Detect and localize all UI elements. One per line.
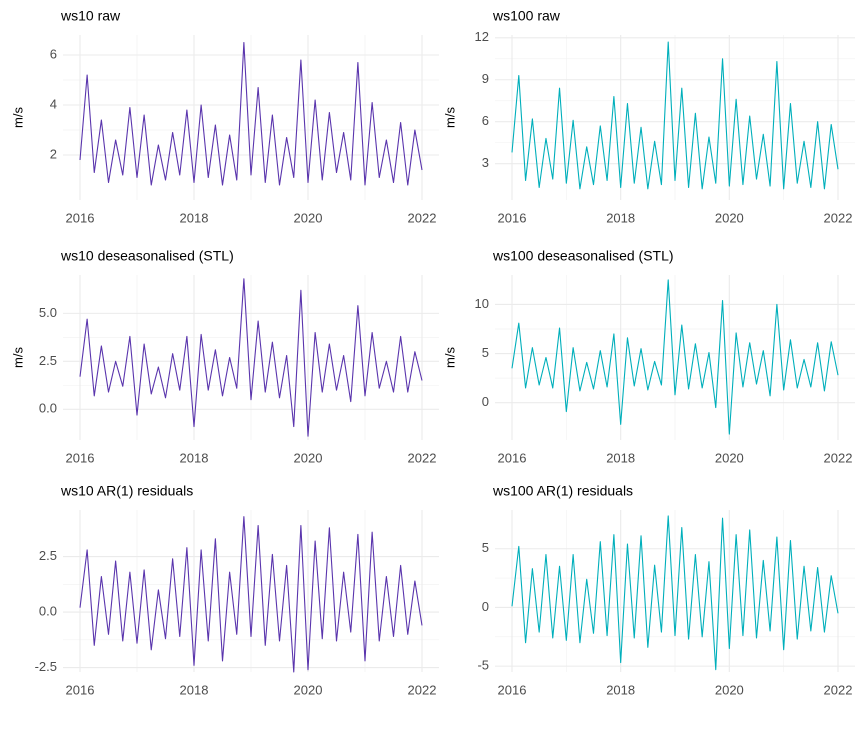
panel: ws100 raw m/s 2016 2018 2020 2022 3 6 9 12 [442,8,855,225]
x-tick-label: 2020 [715,210,744,225]
panel-title: ws10 AR(1) residuals [60,483,193,499]
panel: ws10 deseasonalised (STL) m/s 2016 2018 2020… [10,248,439,465]
x-tick-label: 2022 [824,682,853,697]
y-tick-label: 3 [482,155,489,170]
y-tick-label: -2.5 [35,659,57,674]
panel-title: ws100 raw [492,8,561,24]
y-tick-label: 0 [482,599,489,614]
panel-title: ws100 AR(1) residuals [492,483,633,499]
series-line [511,41,839,190]
x-tick-label: 2020 [294,682,323,697]
x-tick-label: 2018 [180,450,209,465]
series-line [79,516,423,673]
y-tick-label: 6 [482,113,489,128]
y-tick-label: 2.5 [39,353,57,368]
x-tick-label: 2016 [66,450,95,465]
x-tick-label: 2018 [606,682,635,697]
series-line [79,278,423,437]
y-tick-label: 9 [482,71,489,86]
x-tick-label: 2020 [715,450,744,465]
x-tick-label: 2018 [606,450,635,465]
x-tick-label: 2016 [498,210,527,225]
x-tick-label: 2020 [294,210,323,225]
panel-title: ws10 raw [60,8,121,24]
y-tick-label: 0.0 [39,604,57,619]
panel-title: ws10 deseasonalised (STL) [60,248,234,264]
y-tick-label: 10 [475,296,489,311]
x-tick-label: 2018 [606,210,635,225]
y-tick-label: 5 [482,540,489,555]
y-tick-label: 5 [482,345,489,360]
series-line [79,41,423,186]
x-tick-label: 2020 [715,682,744,697]
x-tick-label: 2016 [498,682,527,697]
panel: ws100 deseasonalised (STL) m/s 2016 2018 202… [442,248,855,465]
x-tick-label: 2022 [824,210,853,225]
y-tick-label: 0.0 [39,401,57,416]
y-axis-title: m/s [10,107,25,128]
x-tick-label: 2022 [824,450,853,465]
y-tick-label: 4 [50,96,57,111]
x-tick-label: 2022 [408,682,437,697]
panel: ws10 AR(1) residuals 2016 2018 2020 2022 -2.5… [35,483,439,697]
panel: ws10 raw m/s 2016 2018 2020 2022 2 4 6 [10,8,439,225]
panel-title: ws100 deseasonalised (STL) [492,248,674,264]
x-tick-label: 2020 [294,450,323,465]
series-line [511,515,839,671]
panel: ws100 AR(1) residuals 2016 2018 2020 2022 -5 0… [477,483,855,697]
y-tick-label: 6 [50,46,57,61]
y-tick-label: 12 [475,29,489,44]
x-tick-label: 2016 [498,450,527,465]
x-tick-label: 2018 [180,682,209,697]
y-tick-label: 0 [482,394,489,409]
y-tick-label: -5 [477,658,489,673]
x-tick-label: 2018 [180,210,209,225]
y-axis-title: m/s [10,347,25,368]
series-line [511,279,839,435]
x-tick-label: 2016 [66,210,95,225]
y-axis-title: m/s [442,347,457,368]
x-tick-label: 2022 [408,210,437,225]
x-tick-label: 2022 [408,450,437,465]
y-axis-title: m/s [442,107,457,128]
x-tick-label: 2016 [66,682,95,697]
y-tick-label: 5.0 [39,305,57,320]
y-tick-label: 2.5 [39,548,57,563]
y-tick-label: 2 [50,146,57,161]
